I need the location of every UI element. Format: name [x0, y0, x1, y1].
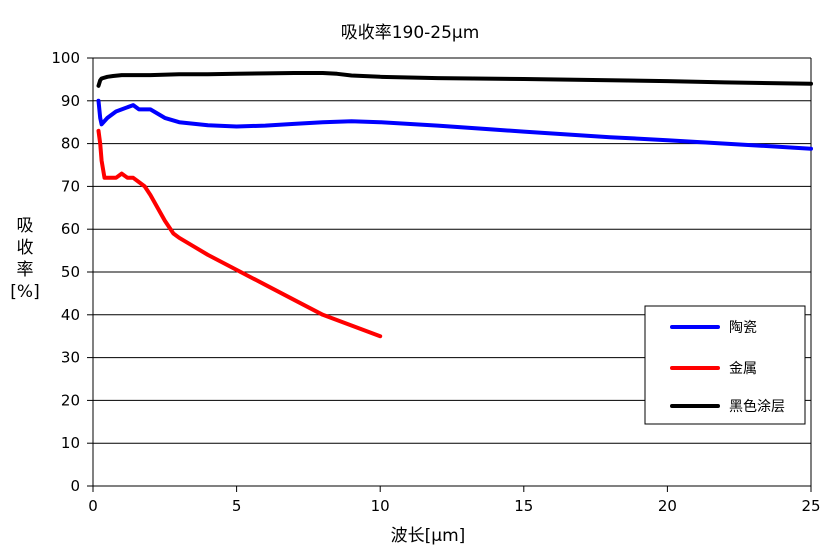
x-tick-label: 0 — [88, 497, 98, 515]
y-tick-label: 10 — [61, 434, 80, 452]
y-tick-labels: 0 10 20 30 40 50 60 70 80 90 100 — [51, 49, 80, 495]
y-tick-label: 70 — [61, 177, 80, 195]
grid-lines — [87, 57, 811, 487]
x-axis-title: 波长[μm] — [391, 526, 466, 546]
x-tick-label: 10 — [371, 497, 390, 515]
y-tick-label: 80 — [61, 135, 80, 153]
series-line-2 — [96, 71, 813, 88]
legend-label: 金属 — [729, 361, 757, 377]
y-tick-label: 40 — [61, 306, 80, 324]
legend-label: 黑色涂层 — [729, 398, 785, 415]
axis-lines — [92, 58, 812, 486]
legend-label: 陶瓷 — [729, 320, 757, 336]
y-tick-label: 100 — [51, 49, 80, 67]
data-series — [96, 71, 813, 339]
y-tick-label: 90 — [61, 92, 80, 110]
y-axis-title-line: 率 — [17, 260, 34, 280]
chart-title: 吸收率190-25μm — [341, 23, 480, 43]
x-tick-label: 20 — [658, 497, 677, 515]
x-tick-label: 5 — [232, 497, 242, 515]
x-tick-label: 15 — [514, 497, 533, 515]
y-tick-label: 20 — [61, 391, 80, 409]
y-tick-label: 60 — [61, 220, 80, 238]
y-tick-label: 0 — [70, 477, 80, 495]
series-line-0 — [96, 98, 813, 151]
y-axis-title: 吸收率[%] — [10, 216, 39, 302]
y-tick-label: 30 — [61, 349, 80, 367]
x-tick-label: 25 — [801, 497, 820, 515]
x-tick-labels: 0 5 10 15 20 25 — [88, 486, 821, 515]
y-tick-label: 50 — [61, 263, 80, 281]
y-axis-title-line: 收 — [17, 238, 34, 258]
y-axis-title-line: 吸 — [17, 216, 34, 236]
y-axis-title-line: [%] — [10, 282, 39, 302]
series-line-1 — [96, 128, 383, 339]
